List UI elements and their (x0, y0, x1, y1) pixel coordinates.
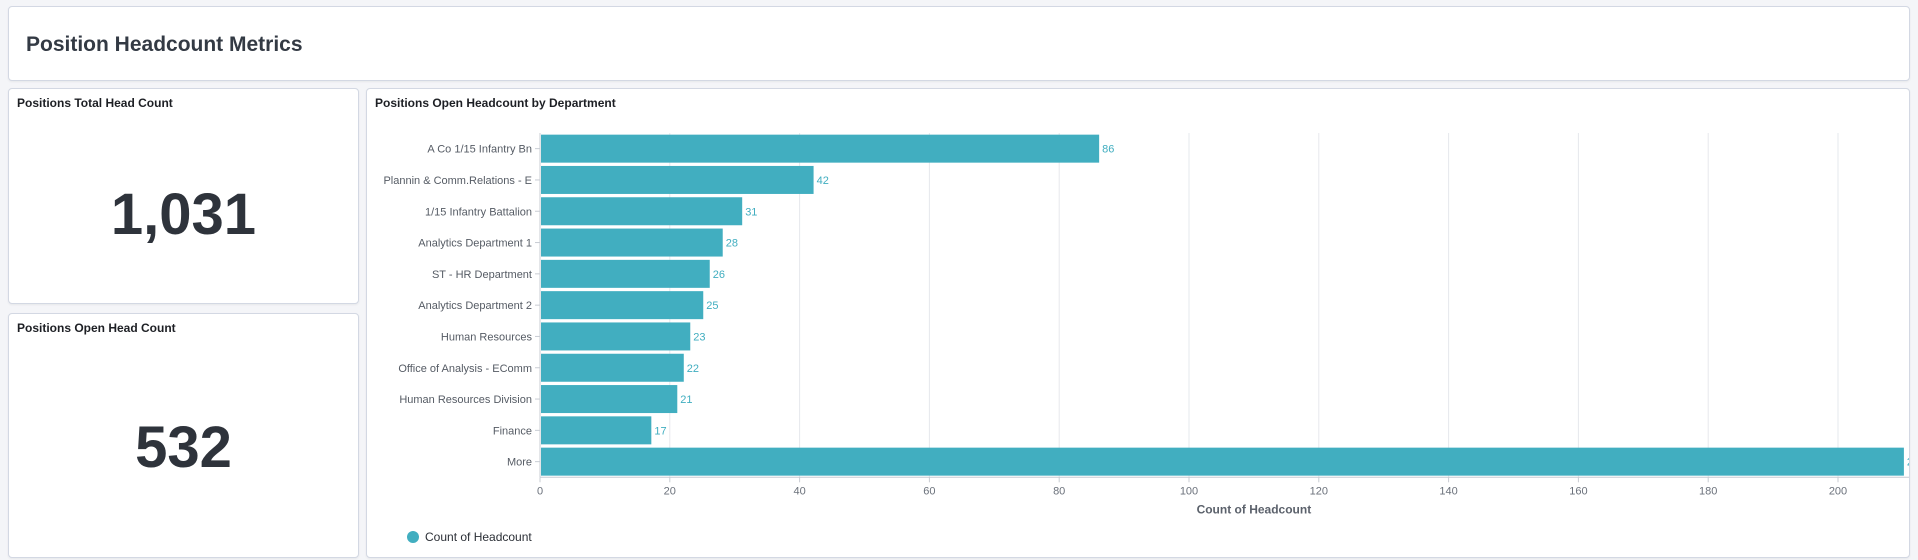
data-label: 25 (706, 300, 718, 312)
y-tick-label: Office of Analysis - EComm (398, 363, 532, 375)
y-tick-label: Analytics Department 2 (418, 300, 532, 312)
x-tick-label: 140 (1439, 485, 1457, 497)
data-label: 21 (680, 394, 692, 406)
legend-label: Count of Headcount (425, 530, 532, 544)
bar[interactable] (541, 353, 684, 382)
x-tick-label: 20 (664, 485, 676, 497)
legend-swatch (407, 531, 419, 543)
tile-title: Positions Total Head Count (17, 96, 173, 110)
x-tick-label: 0 (537, 485, 543, 497)
y-tick-label: A Co 1/15 Infantry Bn (427, 144, 532, 156)
y-tick-label: Finance (493, 425, 532, 437)
data-label: 26 (713, 269, 725, 281)
bar[interactable] (541, 385, 678, 414)
tile-value: 1,031 (110, 182, 257, 247)
y-tick-label: 1/15 Infantry Battalion (425, 206, 532, 218)
header-card: Position Headcount Metrics (8, 6, 1910, 81)
data-label: 86 (1102, 144, 1114, 156)
x-tick-label: 80 (1053, 485, 1065, 497)
data-label: 23 (693, 331, 705, 343)
data-label: 42 (817, 175, 829, 187)
chart-panel: Positions Open Headcount by Department 0… (366, 88, 1910, 558)
bar[interactable] (541, 447, 1904, 476)
bar[interactable] (541, 165, 814, 194)
bar[interactable] (541, 416, 652, 445)
y-tick-label: Human Resources (441, 331, 533, 343)
x-tick-label: 180 (1699, 485, 1717, 497)
data-label: 28 (726, 238, 738, 250)
chart-title: Positions Open Headcount by Department (375, 96, 616, 110)
bar[interactable] (541, 259, 710, 288)
x-tick-label: 100 (1180, 485, 1198, 497)
bar[interactable] (541, 322, 691, 351)
y-tick-label: ST - HR Department (432, 269, 532, 281)
tile-title: Positions Open Head Count (17, 321, 176, 335)
data-label: 22 (687, 363, 699, 375)
y-tick-label: Plannin & Comm.Relations - E (383, 175, 532, 187)
open-headcount-tile[interactable]: Positions Open Head Count 532 (8, 313, 359, 558)
y-tick-label: More (507, 457, 532, 469)
y-tick-label: Human Resources Division (399, 394, 532, 406)
y-tick-label: Analytics Department 1 (418, 238, 532, 250)
x-tick-label: 120 (1310, 485, 1328, 497)
x-tick-label: 200 (1829, 485, 1847, 497)
x-axis-title: Count of Headcount (1197, 502, 1312, 516)
bar[interactable] (541, 197, 743, 226)
data-label: 17 (654, 425, 666, 437)
page-title: Position Headcount Metrics (26, 33, 303, 56)
bar[interactable] (541, 228, 723, 257)
data-label: 210 (1907, 457, 1910, 469)
x-tick-label: 60 (923, 485, 935, 497)
x-tick-label: 160 (1569, 485, 1587, 497)
data-label: 31 (745, 206, 757, 218)
x-tick-label: 40 (793, 485, 805, 497)
bar[interactable] (541, 291, 704, 320)
bar[interactable] (541, 134, 1100, 163)
bar-chart: 0 20 40 60 80 100 120 140 160 180 200 22 A Co 1/15 I… (383, 133, 1910, 544)
total-headcount-tile[interactable]: Positions Total Head Count 1,031 (8, 88, 359, 304)
tile-value: 532 (135, 415, 232, 480)
